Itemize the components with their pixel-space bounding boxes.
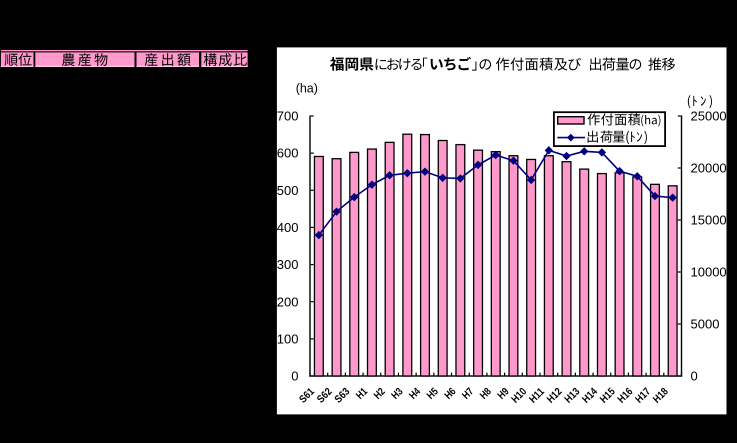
svg-text:200: 200 <box>277 294 299 309</box>
svg-text:600: 600 <box>277 146 299 161</box>
svg-text:700: 700 <box>277 109 299 124</box>
svg-text:400: 400 <box>277 220 299 235</box>
svg-text:500: 500 <box>277 183 299 198</box>
svg-text:5000: 5000 <box>691 317 720 332</box>
svg-text:25000: 25000 <box>691 109 727 124</box>
svg-text:0: 0 <box>291 369 298 384</box>
svg-text:10000: 10000 <box>691 265 727 280</box>
svg-text:(ha): (ha) <box>296 82 318 96</box>
svg-text:20000: 20000 <box>691 161 727 176</box>
svg-text:100: 100 <box>277 331 299 346</box>
svg-text:300: 300 <box>277 257 299 272</box>
svg-text:0: 0 <box>691 369 698 384</box>
svg-text:15000: 15000 <box>691 213 727 228</box>
